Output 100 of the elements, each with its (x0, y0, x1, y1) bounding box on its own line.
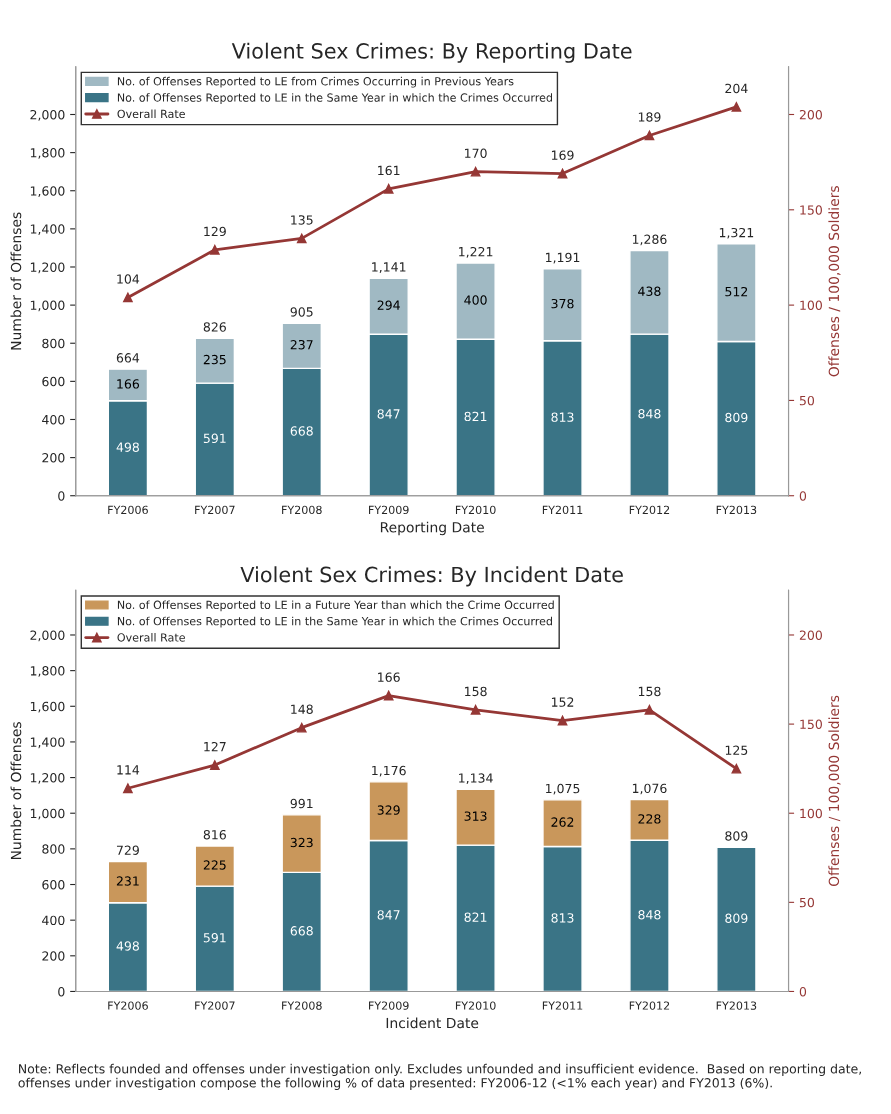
y-tick-label: 1,200 (30, 262, 65, 274)
total-label: 1,134 (459, 773, 493, 785)
y2-tick-label: 50 (799, 897, 815, 908)
legend-label: Overall Rate (117, 109, 185, 119)
data-label: 313 (464, 811, 487, 821)
y-tick-label: 1,000 (30, 808, 65, 820)
point (557, 168, 568, 179)
point (470, 704, 481, 715)
data-label: 821 (464, 912, 487, 922)
data-label: 813 (551, 412, 574, 422)
data-label: 847 (377, 409, 400, 419)
total-label: 991 (290, 798, 313, 809)
data-label: 668 (290, 926, 313, 936)
y-tick-label: 400 (42, 915, 65, 926)
total-label: 826 (203, 322, 226, 332)
point (209, 244, 220, 255)
data-label: 847 (377, 910, 400, 920)
x-tick-label: FY2012 (629, 505, 670, 515)
y2-tick-label: 0 (799, 491, 807, 501)
data-label: 129 (204, 226, 226, 237)
point (383, 183, 394, 194)
chart-title: Violent Sex Crimes: By Reporting Date (231, 42, 632, 63)
point (123, 783, 133, 794)
y2-tick-label: 100 (800, 300, 822, 311)
y2-tick-label: 50 (799, 395, 815, 406)
x-tick-label: FY2007 (195, 1001, 235, 1010)
data-label: 512 (725, 286, 748, 297)
legend-label: No. of Offenses Reported to LE in the Same Year in which the Crimes Occurred (117, 616, 552, 628)
y2-tick-label: 0 (799, 986, 807, 997)
data-label: 152 (551, 697, 574, 707)
y2-tick-label: 150 (800, 205, 822, 215)
x-tick-label: FY2013 (716, 505, 757, 515)
y-tick-label: 800 (42, 338, 65, 349)
bar (716, 846, 757, 992)
data-label: 225 (203, 860, 226, 870)
data-label: 323 (290, 837, 313, 848)
legend-label: No. of Offenses Reported to LE from Crimes Occurring in Previous Years (117, 76, 514, 88)
data-label: 189 (638, 112, 661, 122)
data-label: 438 (638, 286, 661, 296)
data-label: 809 (725, 913, 748, 923)
data-label: 498 (116, 941, 139, 951)
x-axis-title: Reporting Date (380, 521, 484, 536)
x-tick-label: FY2006 (108, 505, 148, 515)
point (731, 102, 742, 112)
legend-label: Overall Rate (117, 633, 185, 642)
x-axis-title: Incident Date (386, 1017, 479, 1029)
y-tick-label: 200 (42, 453, 65, 463)
data-label: 125 (725, 745, 748, 755)
y2-tick-label: 150 (800, 719, 822, 730)
x-tick-label: FY2010 (455, 505, 496, 515)
y-tick-label: 2,000 (30, 109, 65, 121)
data-label: 848 (638, 910, 661, 920)
y-tick-label: 1,400 (30, 737, 65, 749)
y-tick-label: 0 (58, 491, 65, 501)
y-tick-label: 1,200 (30, 773, 65, 784)
point (209, 760, 220, 770)
y-tick-label: 2,000 (30, 630, 65, 642)
x-tick-label: FY2012 (629, 1001, 670, 1010)
data-label: 262 (551, 817, 574, 827)
total-label: 1,191 (546, 252, 580, 264)
data-label: 135 (291, 215, 313, 225)
chart-title: Violent Sex Crimes: By Incident Date (240, 566, 623, 587)
point (383, 690, 394, 701)
x-tick-label: FY2007 (195, 505, 235, 515)
data-label: 169 (551, 150, 574, 160)
y-tick-label: 0 (58, 986, 65, 997)
legend-label: No. of Offenses Reported to LE in the Same Year in which the Crimes Occurred (117, 93, 552, 104)
data-label: 235 (203, 354, 226, 365)
y2-tick-label: 100 (800, 808, 822, 819)
data-label: 591 (203, 433, 226, 444)
data-label: 204 (725, 83, 748, 94)
total-label: 1,176 (372, 765, 406, 777)
y-tick-label: 1,800 (30, 148, 65, 159)
total-label: 1,286 (632, 234, 667, 246)
y-tick-label: 1,600 (30, 701, 65, 713)
total-label: 664 (116, 353, 140, 363)
text: Note: Reflects founded and offenses under investigation only. Excludes unfounded and insufficient evidence. Based on reporting date, offenses under investigation compose the following % of data presented: FY2006-12 (<1% each year) and FY2013 (6%). (18, 1063, 862, 1090)
data-label: 166 (117, 379, 140, 389)
y-tick-label: 1,600 (30, 186, 65, 197)
y-tick-label: 1,400 (30, 224, 65, 236)
data-label: 161 (378, 165, 400, 176)
total-label: 1,076 (632, 783, 667, 795)
data-label: 378 (551, 298, 574, 309)
total-label: 809 (725, 831, 748, 841)
y2-tick-label: 200 (799, 630, 822, 640)
x-tick-label: FY2011 (542, 505, 583, 515)
y-tick-label: 600 (42, 879, 65, 890)
point (123, 292, 133, 303)
point (296, 722, 307, 733)
y-tick-label: 1,800 (30, 666, 65, 677)
x-tick-label: FY2009 (369, 505, 409, 515)
y-axis-title: Number of Offenses (10, 722, 22, 860)
data-label: 170 (465, 148, 487, 158)
point (644, 704, 655, 715)
data-label: 294 (377, 300, 400, 310)
point (731, 763, 742, 774)
y-axis-title: Number of Offenses (10, 212, 22, 350)
data-label: 498 (116, 442, 139, 452)
data-label: 668 (290, 426, 313, 436)
data-label: 158 (638, 686, 661, 697)
